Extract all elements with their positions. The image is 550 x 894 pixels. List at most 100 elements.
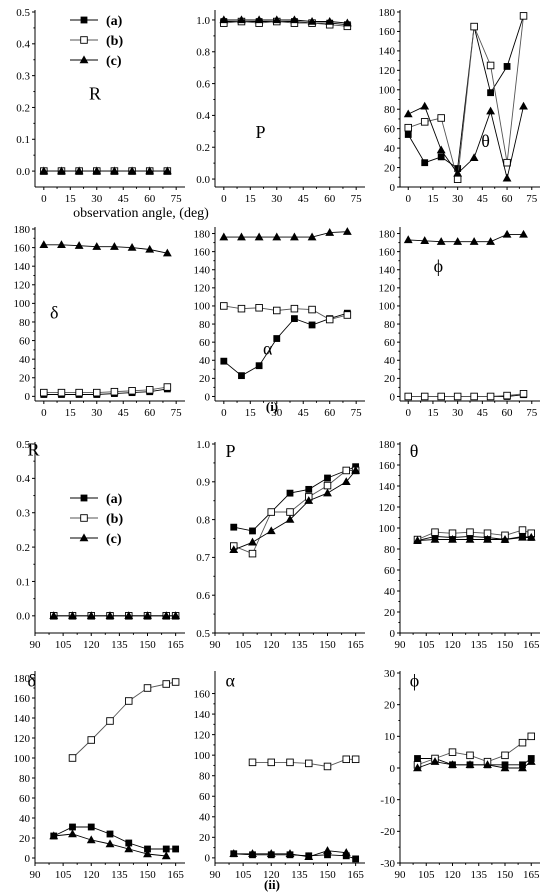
panel-label: θ — [410, 441, 419, 461]
data-point — [430, 757, 440, 765]
y-tick-label: 140 — [14, 713, 31, 725]
data-point — [341, 477, 351, 485]
x-tick-label: 105 — [55, 639, 72, 651]
data-point — [220, 357, 228, 365]
x-tick-label: 90 — [210, 869, 222, 881]
data-point — [49, 611, 59, 620]
data-point — [526, 757, 536, 765]
y-tick-label: 20 — [384, 162, 396, 174]
y-tick-label: 60 — [199, 337, 211, 349]
data-point — [229, 545, 239, 554]
data-point — [86, 835, 96, 844]
data-point — [105, 839, 115, 848]
y-tick-label: 100 — [379, 85, 396, 97]
data-point — [68, 829, 77, 838]
y-tick-label: 160 — [379, 26, 396, 38]
data-point — [404, 131, 412, 138]
data-point — [420, 118, 429, 126]
series-line — [407, 15, 524, 170]
data-point — [437, 153, 445, 161]
data-point — [39, 240, 49, 249]
y-tick-label: 0 — [25, 391, 31, 403]
data-point — [403, 235, 413, 244]
x-tick-label: 60 — [502, 193, 514, 205]
series-line — [408, 105, 524, 179]
data-point — [286, 489, 294, 497]
y-tick-label: 100 — [194, 750, 211, 762]
series-line — [417, 761, 532, 769]
data-point — [448, 748, 457, 756]
data-point — [105, 611, 115, 620]
data-point — [342, 755, 351, 764]
x-tick-label: 0 — [405, 193, 411, 205]
y-tick-label: 120 — [379, 502, 396, 514]
y-tick-label: 140 — [14, 261, 31, 273]
x-tick-label: 15 — [245, 407, 257, 419]
data-point — [86, 611, 96, 620]
data-point — [342, 18, 352, 27]
panel-label: ϕ — [410, 670, 419, 690]
data-point — [248, 549, 257, 558]
y-tick-label: 1.0 — [196, 15, 210, 27]
y-tick-label: 20 — [19, 373, 31, 385]
data-point — [421, 159, 429, 167]
x-tick-label: 90 — [30, 869, 42, 881]
y-tick-label: 40 — [199, 355, 211, 367]
legend-marker — [79, 55, 89, 64]
data-point — [162, 845, 170, 853]
data-point — [57, 166, 66, 175]
data-point — [503, 391, 511, 400]
data-point — [527, 732, 536, 741]
series-3 — [39, 240, 172, 257]
legend-label: (c) — [106, 532, 122, 547]
data-point — [343, 311, 352, 319]
series-3 — [413, 757, 536, 772]
data-point — [171, 678, 180, 686]
data-point — [238, 372, 245, 380]
y-tick-label: 60 — [384, 337, 396, 349]
data-point — [290, 232, 299, 241]
data-point — [404, 123, 412, 132]
series-2 — [248, 755, 360, 771]
y-tick-label: 100 — [14, 298, 31, 310]
series-3 — [403, 101, 528, 182]
panel-i-alpha: 0 20 40 60 80 100 120 140 160 180 0 15 30 45 60 75 α — [194, 227, 365, 419]
data-point — [248, 537, 257, 546]
x-tick-label: 45 — [298, 407, 310, 419]
x-tick-label: 150 — [319, 639, 336, 651]
data-point — [272, 232, 282, 241]
data-point — [503, 63, 511, 70]
y-tick-label: -30 — [380, 858, 395, 870]
series-line — [43, 244, 168, 254]
y-tick-label: 180 — [379, 439, 396, 451]
x-tick-label: 60 — [324, 407, 336, 419]
y-tick-label: 160 — [194, 246, 211, 258]
y-tick-label: 20 — [199, 373, 211, 385]
y-tick-label: 140 — [379, 46, 396, 58]
data-point — [448, 760, 457, 769]
y-tick-label: 60 — [199, 791, 211, 803]
x-tick-label: 45 — [118, 407, 130, 419]
data-point — [413, 536, 422, 544]
data-point — [501, 751, 509, 760]
x-tick-label: 150 — [497, 869, 514, 881]
data-point — [324, 851, 331, 859]
y-tick-label: 0.3 — [16, 508, 30, 520]
y-tick-label: -20 — [380, 826, 395, 838]
y-tick-label: 120 — [14, 733, 31, 745]
y-tick-label: 60 — [384, 565, 396, 577]
x-tick-label: 120 — [83, 639, 100, 651]
y-tick-label: 60 — [19, 335, 31, 347]
y-tick-label: 180 — [14, 673, 31, 685]
x-tick-label: 150 — [139, 639, 156, 651]
y-tick-label: 0 — [390, 182, 396, 194]
data-point — [518, 532, 527, 541]
data-point — [106, 717, 114, 725]
data-point — [110, 242, 119, 250]
x-tick-label: 45 — [298, 193, 310, 205]
data-point — [305, 759, 313, 768]
x-tick-label: 165 — [523, 639, 540, 651]
data-point — [325, 315, 334, 324]
data-point — [454, 165, 462, 172]
data-point — [503, 158, 511, 167]
